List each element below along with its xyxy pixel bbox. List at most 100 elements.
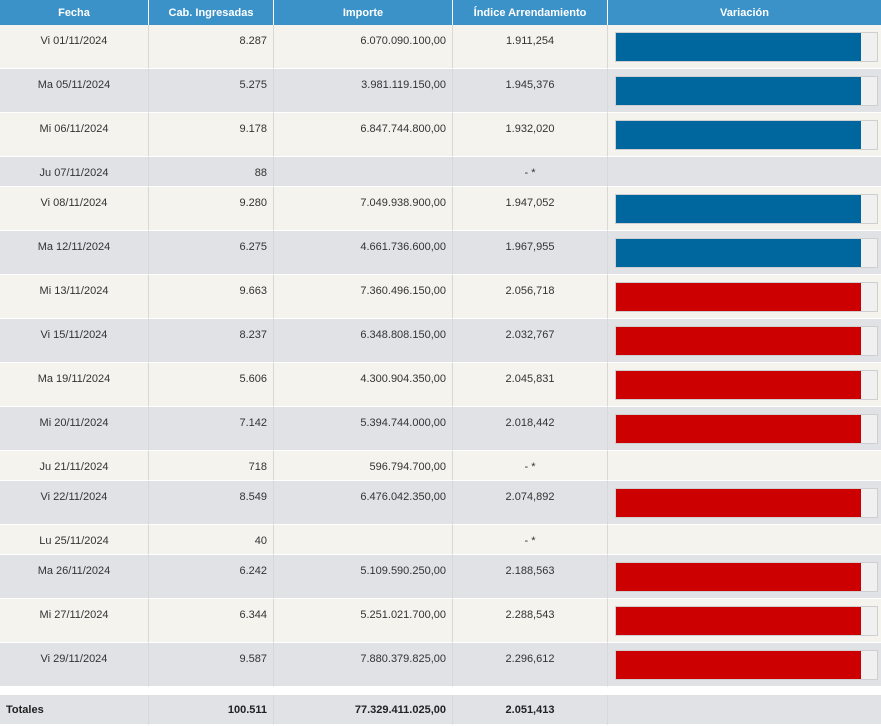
cell-variacion	[608, 187, 881, 231]
cell-variacion	[608, 481, 881, 525]
variacion-bar-fill	[616, 239, 862, 267]
table-row: Vi 08/11/2024 9.280 7.049.938.900,00 1.947,…	[0, 187, 881, 231]
cell-importe: 5.109.590.250,00	[274, 555, 453, 599]
variacion-bar-fill	[616, 33, 862, 61]
table-row: Vi 15/11/2024 8.237 6.348.808.150,00 2.032,…	[0, 319, 881, 363]
cell-cab-ingresadas: 6.344	[149, 599, 274, 643]
variacion-bar	[615, 606, 878, 636]
cell-indice: 2.018,442	[453, 407, 608, 451]
table-row: Ma 05/11/2024 5.275 3.981.119.150,00 1.945,…	[0, 69, 881, 113]
table-row: Mi 20/11/2024 7.142 5.394.744.000,00 2.018,…	[0, 407, 881, 451]
cell-cab-ingresadas: 718	[149, 451, 274, 481]
cell-cab-ingresadas: 8.237	[149, 319, 274, 363]
cell-cab-ingresadas: 7.142	[149, 407, 274, 451]
cell-indice: 2.188,563	[453, 555, 608, 599]
variacion-bar-fill	[616, 77, 862, 105]
header-indice-arrendamiento[interactable]: Índice Arrendamiento	[453, 0, 608, 25]
table-row: Lu 25/11/2024 40 - *	[0, 525, 881, 555]
cell-cab-ingresadas: 8.549	[149, 481, 274, 525]
variacion-bar-fill	[616, 489, 862, 517]
table-row: Mi 27/11/2024 6.344 5.251.021.700,00 2.288,…	[0, 599, 881, 643]
cell-indice: 2.045,831	[453, 363, 608, 407]
cell-fecha: Ma 26/11/2024	[0, 555, 149, 599]
cell-variacion	[608, 69, 881, 113]
totals-variacion-empty	[608, 695, 881, 725]
cell-importe: 4.661.736.600,00	[274, 231, 453, 275]
cell-variacion	[608, 113, 881, 157]
cell-cab-ingresadas: 6.275	[149, 231, 274, 275]
variacion-bar	[615, 650, 878, 680]
cell-importe: 7.360.496.150,00	[274, 275, 453, 319]
totals-cab: 100.511	[149, 695, 274, 725]
cell-importe: 7.049.938.900,00	[274, 187, 453, 231]
cell-fecha: Ma 05/11/2024	[0, 69, 149, 113]
totals-row: Totales 100.511 77.329.411.025,00 2.051,…	[0, 695, 881, 725]
cell-variacion	[608, 525, 881, 555]
cell-indice: 2.288,543	[453, 599, 608, 643]
variacion-bar	[615, 326, 878, 356]
cell-indice: 2.056,718	[453, 275, 608, 319]
variacion-bar-fill	[616, 195, 862, 223]
table-row: Vi 01/11/2024 8.287 6.070.090.100,00 1.911,…	[0, 25, 881, 69]
cell-cab-ingresadas: 6.242	[149, 555, 274, 599]
cell-importe: 596.794.700,00	[274, 451, 453, 481]
cell-cab-ingresadas: 5.275	[149, 69, 274, 113]
header-cab-ingresadas[interactable]: Cab. Ingresadas	[149, 0, 274, 25]
cell-importe	[274, 157, 453, 187]
cell-cab-ingresadas: 5.606	[149, 363, 274, 407]
cell-fecha: Lu 25/11/2024	[0, 525, 149, 555]
cell-importe: 5.394.744.000,00	[274, 407, 453, 451]
header-fecha[interactable]: Fecha	[0, 0, 149, 25]
cell-fecha: Vi 15/11/2024	[0, 319, 149, 363]
cell-indice: 1.945,376	[453, 69, 608, 113]
cell-fecha: Mi 13/11/2024	[0, 275, 149, 319]
cell-variacion	[608, 319, 881, 363]
cell-fecha: Vi 22/11/2024	[0, 481, 149, 525]
cell-importe: 6.348.808.150,00	[274, 319, 453, 363]
cell-cab-ingresadas: 9.280	[149, 187, 274, 231]
table-row: Ma 19/11/2024 5.606 4.300.904.350,00 2.045,…	[0, 363, 881, 407]
cell-fecha: Ma 12/11/2024	[0, 231, 149, 275]
cell-indice: - *	[453, 157, 608, 187]
cell-importe: 5.251.021.700,00	[274, 599, 453, 643]
variacion-bar	[615, 76, 878, 106]
variacion-bar-fill	[616, 651, 862, 679]
cell-cab-ingresadas: 9.178	[149, 113, 274, 157]
variacion-bar-fill	[616, 607, 862, 635]
variacion-bar-fill	[616, 121, 862, 149]
table-row: Vi 29/11/2024 9.587 7.880.379.825,00 2.296,…	[0, 643, 881, 687]
cell-fecha: Vi 29/11/2024	[0, 643, 149, 687]
cell-importe: 6.070.090.100,00	[274, 25, 453, 69]
cell-indice: 1.932,020	[453, 113, 608, 157]
cell-indice: 2.032,767	[453, 319, 608, 363]
cell-indice: - *	[453, 451, 608, 481]
cell-fecha: Mi 20/11/2024	[0, 407, 149, 451]
cell-variacion	[608, 157, 881, 187]
cell-importe: 4.300.904.350,00	[274, 363, 453, 407]
cell-importe: 6.476.042.350,00	[274, 481, 453, 525]
totals-indice: 2.051,413	[453, 695, 608, 725]
cell-variacion	[608, 231, 881, 275]
header-importe[interactable]: Importe	[274, 0, 453, 25]
table-row: Vi 22/11/2024 8.549 6.476.042.350,00 2.074,…	[0, 481, 881, 525]
variacion-bar-fill	[616, 371, 862, 399]
cell-variacion	[608, 275, 881, 319]
cell-indice: 1.911,254	[453, 25, 608, 69]
header-variacion[interactable]: Variación	[608, 0, 881, 25]
table-row: Ju 07/11/2024 88 - *	[0, 157, 881, 187]
totals-label: Totales	[0, 695, 149, 725]
variacion-bar-fill	[616, 283, 862, 311]
cell-importe	[274, 525, 453, 555]
cell-variacion	[608, 599, 881, 643]
variacion-bar	[615, 562, 878, 592]
cell-cab-ingresadas: 9.663	[149, 275, 274, 319]
table-header-row: Fecha Cab. Ingresadas Importe Índice Arr…	[0, 0, 881, 25]
variacion-bar-fill	[616, 415, 862, 443]
cell-indice: 1.947,052	[453, 187, 608, 231]
variacion-bar-fill	[616, 563, 862, 591]
table-body: Vi 01/11/2024 8.287 6.070.090.100,00 1.911,…	[0, 25, 881, 687]
table-row: Mi 13/11/2024 9.663 7.360.496.150,00 2.056,…	[0, 275, 881, 319]
table-row: Mi 06/11/2024 9.178 6.847.744.800,00 1.932,…	[0, 113, 881, 157]
cell-indice: - *	[453, 525, 608, 555]
